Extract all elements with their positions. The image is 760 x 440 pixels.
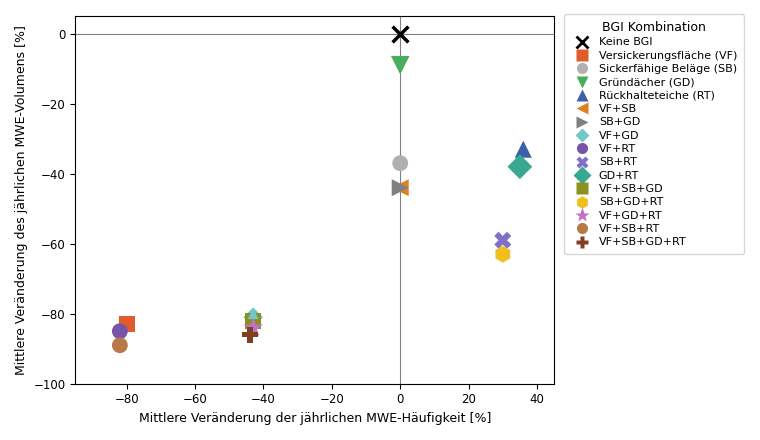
Point (114, 342, 126, 349)
Point (114, 328, 126, 335)
Point (497, 251, 509, 258)
Point (394, 30, 407, 37)
Point (394, 160, 407, 167)
Point (497, 237, 509, 244)
Legend: Keine BGI, Versickerungsfläche (VF), Sickerfähige Beläge (SB), Gründächer (GD), : Keine BGI, Versickerungsfläche (VF), Sic… (565, 15, 744, 254)
Point (514, 163, 526, 170)
Point (247, 310, 259, 317)
X-axis label: Mittlere Veränderung der jährlichen MWE-Häufigkeit [%]: Mittlere Veränderung der jährlichen MWE-… (138, 412, 491, 425)
Point (394, 184, 407, 191)
Point (247, 314, 259, 321)
Y-axis label: Mittlere Veränderung des jährlichen MWE-Volumens [%]: Mittlere Veränderung des jährlichen MWE-… (15, 25, 28, 375)
Point (394, 62, 407, 69)
Point (247, 324, 259, 331)
Point (518, 146, 530, 153)
Point (244, 331, 256, 338)
Point (121, 321, 133, 328)
Point (394, 184, 407, 191)
Point (247, 317, 259, 324)
